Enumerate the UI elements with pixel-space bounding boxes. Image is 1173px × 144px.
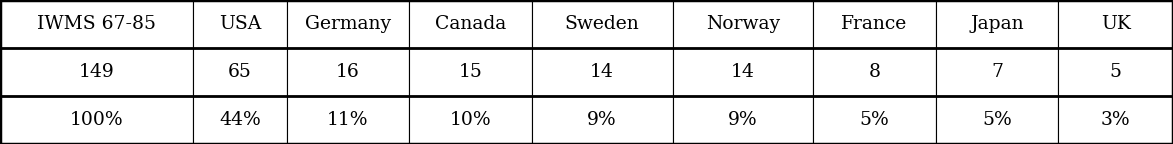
Text: Germany: Germany (305, 15, 391, 33)
Text: 16: 16 (337, 63, 360, 81)
Bar (672, 0, 813, 48)
Text: 65: 65 (228, 63, 252, 81)
Bar (1058, 48, 1173, 96)
Text: 14: 14 (590, 63, 615, 81)
Text: IWMS 67-85: IWMS 67-85 (36, 15, 156, 33)
Bar (0, 0, 192, 48)
Text: 15: 15 (459, 63, 482, 81)
Text: 3%: 3% (1100, 111, 1131, 129)
Text: 10%: 10% (449, 111, 491, 129)
Text: France: France (841, 15, 908, 33)
Bar (531, 0, 672, 48)
Text: Sweden: Sweden (564, 15, 639, 33)
Text: 14: 14 (731, 63, 755, 81)
Bar (813, 96, 936, 144)
Text: 5%: 5% (982, 111, 1012, 129)
Bar (192, 48, 286, 96)
Text: 8: 8 (868, 63, 881, 81)
Bar (409, 96, 531, 144)
Text: UK: UK (1100, 15, 1131, 33)
Bar (936, 96, 1058, 144)
Bar (1058, 96, 1173, 144)
Text: 5%: 5% (860, 111, 889, 129)
Bar (1058, 0, 1173, 48)
Bar (531, 96, 672, 144)
Text: 9%: 9% (588, 111, 617, 129)
Text: 44%: 44% (219, 111, 260, 129)
Bar (409, 0, 531, 48)
Bar (0, 48, 192, 96)
Bar (813, 0, 936, 48)
Bar (936, 48, 1058, 96)
Text: 100%: 100% (69, 111, 123, 129)
Bar (813, 48, 936, 96)
Bar (531, 48, 672, 96)
Bar (286, 96, 409, 144)
Text: USA: USA (218, 15, 260, 33)
Bar (286, 48, 409, 96)
Bar (192, 0, 286, 48)
Text: 149: 149 (79, 63, 114, 81)
Bar (192, 96, 286, 144)
Text: Japan: Japan (970, 15, 1024, 33)
Bar (0, 96, 192, 144)
Text: 9%: 9% (728, 111, 758, 129)
Text: Norway: Norway (706, 15, 780, 33)
Text: 11%: 11% (327, 111, 368, 129)
Text: 5: 5 (1110, 63, 1121, 81)
Bar (672, 96, 813, 144)
Text: 7: 7 (991, 63, 1003, 81)
Bar (936, 0, 1058, 48)
Bar (409, 48, 531, 96)
Bar (286, 0, 409, 48)
Bar (672, 48, 813, 96)
Text: Canada: Canada (435, 15, 506, 33)
